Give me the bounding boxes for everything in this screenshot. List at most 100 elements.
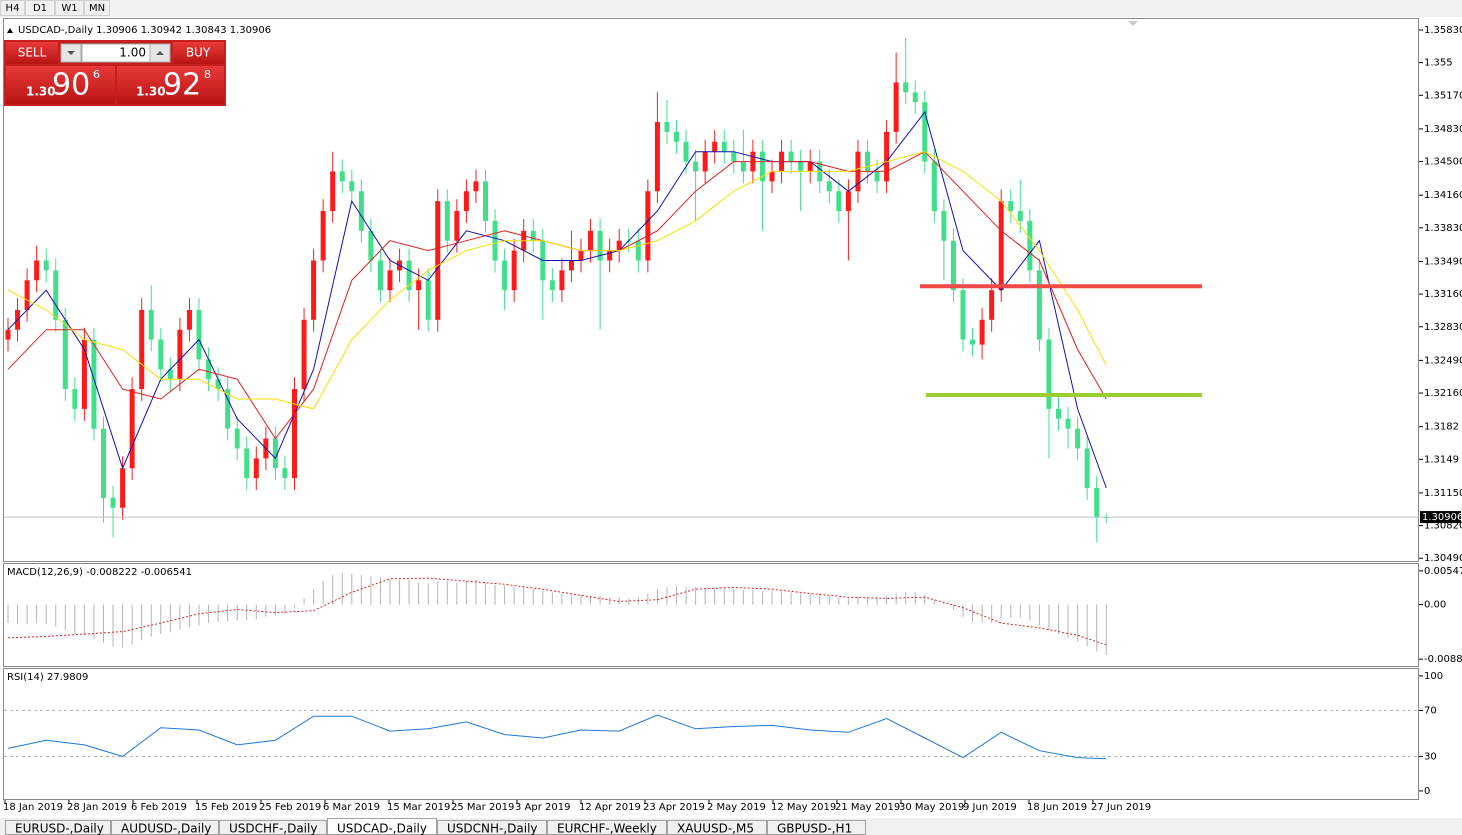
- buy-price-box[interactable]: [117, 66, 224, 104]
- tab-label: XAUUSD-,M5: [677, 822, 754, 835]
- candle-body: [798, 161, 804, 172]
- rsi-panel: [3, 668, 1419, 800]
- x-tick-label: 12 Apr 2019: [579, 802, 641, 813]
- candle-body: [81, 339, 87, 409]
- x-tick-label: 27 Jun 2019: [1091, 802, 1151, 813]
- candle-body: [931, 161, 937, 212]
- y-tick-label: 1.31150: [1424, 488, 1462, 499]
- x-tick-label: 21 May 2019: [835, 802, 900, 813]
- sell-button[interactable]: [6, 42, 58, 64]
- candle-body: [970, 339, 976, 345]
- x-tick-label: 15 Mar 2019: [387, 802, 450, 813]
- candle-body: [674, 131, 679, 142]
- candle-body: [234, 428, 240, 449]
- y-tick-label: 1.3182: [1424, 422, 1459, 433]
- candle-body: [893, 82, 899, 132]
- candle-body: [683, 141, 689, 162]
- arrow-icon: [67, 51, 75, 55]
- candle-body: [530, 230, 536, 241]
- candle-body: [693, 161, 699, 172]
- candle-body: [1094, 487, 1100, 518]
- candle-body: [139, 309, 145, 390]
- candle-body: [406, 260, 412, 291]
- moving-average: [7, 111, 1107, 489]
- candle-body: [339, 171, 345, 182]
- y-tick-label: 1.32490: [1424, 355, 1462, 366]
- y-tick-label: 1.35170: [1424, 90, 1462, 101]
- x-tick-label: 18 Jun 2019: [1027, 802, 1087, 813]
- candle-body: [158, 339, 164, 370]
- candle-body: [769, 171, 775, 182]
- candle-body: [989, 290, 995, 320]
- timeframe-button[interactable]: [0, 0, 25, 16]
- candle-body: [759, 151, 765, 182]
- candle-body: [62, 319, 68, 390]
- candle-body: [588, 230, 594, 251]
- candle-body: [502, 260, 508, 291]
- sell-price-point: 6: [93, 68, 100, 81]
- sell-label: SELL: [18, 46, 47, 60]
- buy-button[interactable]: [173, 42, 224, 64]
- candle-body: [845, 191, 851, 212]
- timeframe-button[interactable]: [55, 0, 84, 16]
- candle-body: [330, 171, 336, 212]
- y-tick-label: 1.355: [1424, 58, 1453, 69]
- x-tick-label: 6 Mar 2019: [323, 802, 380, 813]
- tab-label: USDCNH-,Daily: [447, 822, 538, 835]
- y-tick-label: 1.32830: [1424, 322, 1462, 333]
- candle-body: [148, 309, 154, 340]
- candle-body: [645, 191, 651, 261]
- timeframe-button[interactable]: [25, 0, 55, 16]
- candle-body: [368, 230, 374, 261]
- toolbar: [0, 0, 1462, 17]
- y-tick-label: 70: [1424, 705, 1437, 716]
- y-tick-label: 1.35830: [1424, 25, 1462, 36]
- candle-body: [24, 280, 30, 310]
- candle-body: [311, 260, 317, 320]
- candle-body: [483, 181, 488, 221]
- tab-label: GBPUSD-,H1: [777, 822, 852, 835]
- candle-body: [101, 428, 106, 498]
- candle-body: [5, 329, 11, 340]
- sell-price-box[interactable]: [6, 66, 115, 104]
- y-tick-label: -0.008875: [1424, 654, 1462, 665]
- volume-value: 1.00: [119, 46, 146, 60]
- candle-body: [282, 468, 288, 479]
- signal-line: [7, 577, 1107, 646]
- timeframe-label: MN: [89, 3, 105, 14]
- x-tick-label: 12 May 2019: [771, 802, 836, 813]
- buy-price-point: 8: [204, 68, 211, 81]
- candle-body: [1065, 418, 1071, 429]
- timeframe-button[interactable]: [84, 0, 110, 16]
- y-tick-label: 1.32160: [1424, 388, 1462, 399]
- candle-body: [129, 389, 135, 469]
- candle-body: [941, 211, 947, 241]
- candle-body: [549, 280, 555, 291]
- candle-body: [244, 448, 250, 479]
- panel-title: RSI(14) 27.9809: [7, 672, 88, 683]
- tab-label: EURUSD-,Daily: [15, 822, 104, 835]
- sell-price-big: 1.30: [26, 85, 56, 99]
- x-tick-label: 28 Jan 2019: [67, 802, 127, 813]
- x-tick-label: 25 Mar 2019: [451, 802, 514, 813]
- candle-body: [903, 82, 909, 93]
- candle-body: [1084, 448, 1090, 488]
- buy-label: BUY: [186, 46, 211, 60]
- panel-title: USDCAD-,Daily 1.30906 1.30942 1.30843 1.…: [18, 25, 271, 36]
- candle-body: [702, 151, 708, 172]
- candle-body: [358, 191, 364, 231]
- x-tick-label: 15 Feb 2019: [195, 802, 257, 813]
- candle-body: [1056, 408, 1061, 419]
- candle-body: [607, 250, 613, 261]
- x-tick-label: 30 May 2019: [899, 802, 964, 813]
- candle-body: [1036, 270, 1042, 340]
- y-tick-label: 1.34160: [1424, 190, 1462, 201]
- candle-body: [865, 151, 870, 172]
- y-tick-label: 1.34830: [1424, 124, 1462, 135]
- candle-body: [884, 131, 890, 182]
- candle-body: [435, 201, 441, 320]
- x-tick-label: 3 Apr 2019: [515, 802, 570, 813]
- y-tick-label: 100: [1424, 671, 1443, 682]
